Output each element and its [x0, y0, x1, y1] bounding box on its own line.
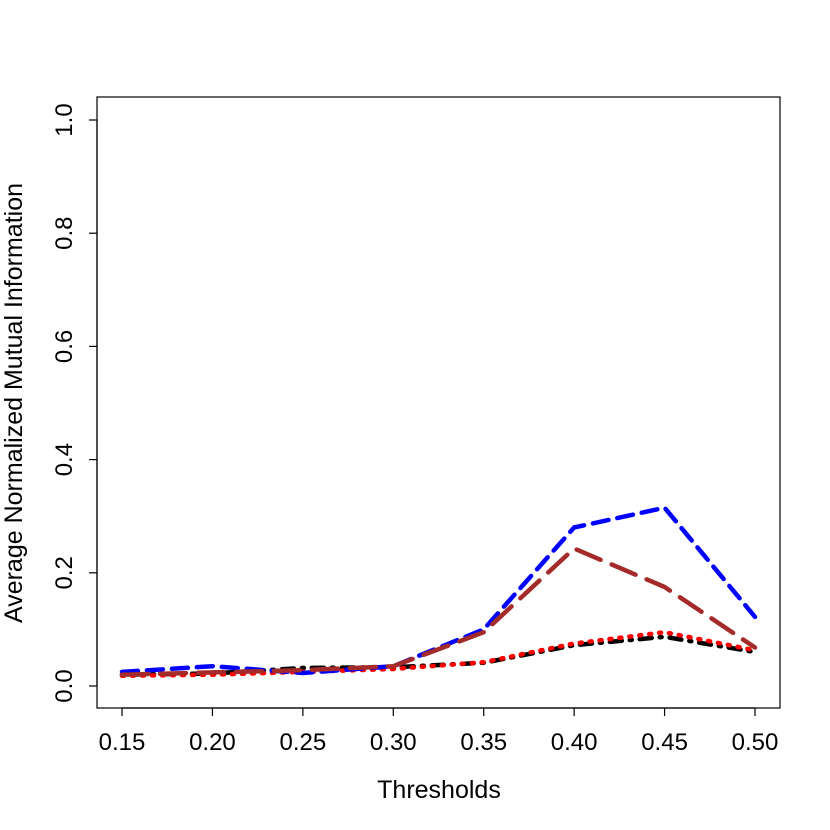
- x-axis: 0.15 0.20 0.25 0.30 0.35 0.40 0.45 0.50: [99, 707, 779, 756]
- x-tick-label: 0.40: [551, 729, 598, 756]
- y-axis: 0.0 0.2 0.4 0.6 0.8 1.0: [51, 103, 98, 703]
- x-tick-label: 0.35: [460, 729, 507, 756]
- x-tick-label: 0.30: [370, 729, 417, 756]
- series-layer: [119, 505, 758, 679]
- x-tick-label: 0.25: [279, 729, 326, 756]
- x-tick-label: 0.45: [641, 729, 688, 756]
- x-axis-title: Thresholds: [377, 776, 501, 804]
- x-tick-label: 0.20: [189, 729, 236, 756]
- series-line-2: [119, 629, 758, 679]
- x-tick-label: 0.15: [99, 729, 146, 756]
- plot-frame: [96, 96, 781, 709]
- series-line-1: [119, 634, 758, 677]
- series-line-3: [119, 505, 758, 676]
- y-tick-label: 0.4: [51, 443, 78, 476]
- x-tick-label: 0.50: [732, 729, 779, 756]
- y-axis-title: Average Normalized Mutual Information: [0, 183, 28, 623]
- series-line-4: [119, 546, 758, 677]
- y-tick-label: 0.2: [51, 556, 78, 589]
- y-tick-label: 1.0: [51, 103, 78, 136]
- y-tick-label: 0.8: [51, 217, 78, 250]
- y-tick-label: 0.6: [51, 330, 78, 363]
- y-tick-label: 0.0: [51, 669, 78, 702]
